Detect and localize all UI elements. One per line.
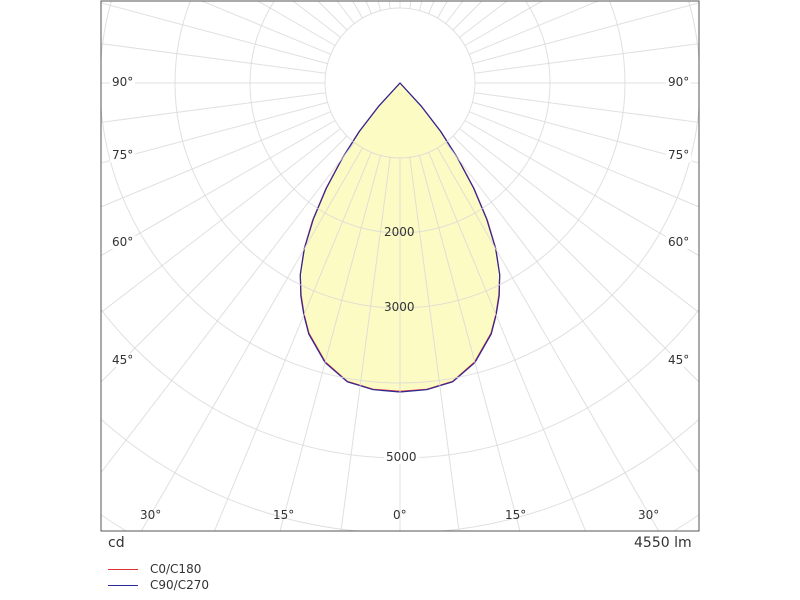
ring-value-label: 5000 xyxy=(384,450,419,464)
grid-spoke xyxy=(101,43,326,74)
grid-spoke xyxy=(445,142,699,474)
grid-spoke xyxy=(409,157,460,531)
grid-spoke xyxy=(469,111,699,208)
grid-spoke xyxy=(474,92,699,123)
grid-spoke xyxy=(101,101,328,164)
angle-label-right: 90° xyxy=(666,75,692,89)
angle-label-left: 90° xyxy=(110,75,136,89)
grid-spoke xyxy=(418,155,521,531)
grid-spoke xyxy=(213,152,372,531)
legend-label: C90/C270 xyxy=(150,578,209,592)
grid-spoke xyxy=(101,111,331,208)
grid-spoke xyxy=(452,1,483,31)
ring-value-label: 3000 xyxy=(384,300,415,314)
grid-spoke xyxy=(101,128,341,314)
unit-label: cd xyxy=(108,535,125,551)
angle-label-right: 60° xyxy=(666,235,692,249)
grid-spoke xyxy=(472,101,699,164)
grid-spoke xyxy=(464,120,699,257)
legend-swatch-blue xyxy=(108,584,138,586)
grid-spoke xyxy=(428,152,587,531)
chart-frame xyxy=(100,0,700,532)
angle-label-bottom: 15° xyxy=(273,508,295,522)
grid-spoke xyxy=(352,1,363,19)
ring-value-label: 2000 xyxy=(384,225,415,239)
angle-label-bottom: 30° xyxy=(638,508,660,522)
angle-label-bottom: 15° xyxy=(505,508,527,522)
grid-spoke xyxy=(474,43,699,74)
grid-spoke xyxy=(101,142,355,474)
grid-spoke xyxy=(464,1,544,46)
legend-item-c90-c270: C90/C270 xyxy=(108,578,209,592)
angle-label-right: 75° xyxy=(666,148,692,162)
grid-spoke xyxy=(101,135,348,383)
grid-spoke xyxy=(437,1,448,19)
grid-spoke xyxy=(336,1,355,24)
grid-spoke xyxy=(472,2,699,65)
grid-spoke xyxy=(101,92,326,123)
grid-spoke xyxy=(256,1,336,46)
grid-spoke xyxy=(340,157,391,531)
grid-spoke xyxy=(279,155,382,531)
angle-label-right: 45° xyxy=(666,353,692,367)
legend-swatch-red xyxy=(108,568,138,570)
angle-label-left: 45° xyxy=(110,353,136,367)
angle-label-left: 60° xyxy=(110,235,136,249)
grid-spoke xyxy=(452,135,699,383)
grid-spoke xyxy=(200,1,331,55)
angle-label-left: 75° xyxy=(110,148,136,162)
angle-label-bottom: 30° xyxy=(140,508,162,522)
grid-spoke xyxy=(469,1,600,55)
grid-spoke xyxy=(459,128,699,314)
grid-spoke xyxy=(140,147,363,531)
grid-spoke xyxy=(101,2,328,65)
legend-label: C0/C180 xyxy=(150,562,202,576)
angle-label-bottom: 0° xyxy=(393,508,407,522)
grid-spoke xyxy=(101,120,336,257)
luminous-flux-label: 4550 lm xyxy=(634,535,692,551)
legend-item-c0-c180: C0/C180 xyxy=(108,562,201,576)
grid-spoke xyxy=(317,1,348,31)
grid-spoke xyxy=(437,147,660,531)
grid-spoke xyxy=(445,1,464,24)
